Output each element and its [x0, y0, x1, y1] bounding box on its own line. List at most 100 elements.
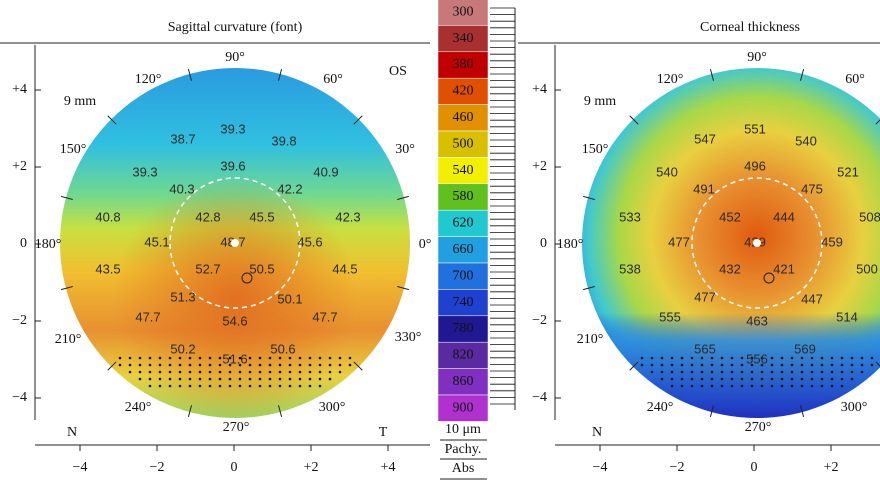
dot — [760, 356, 764, 360]
dot — [700, 363, 704, 367]
dot — [830, 356, 834, 360]
dot — [790, 377, 794, 381]
dot — [680, 384, 684, 388]
angle-label: 330° — [395, 330, 422, 345]
dot — [730, 370, 734, 374]
dot — [720, 377, 724, 381]
angle-label: 180° — [35, 237, 62, 252]
dot — [870, 363, 874, 367]
scale-label: 820 — [453, 348, 474, 363]
x-tick-label: +2 — [824, 460, 839, 475]
map-value: 514 — [836, 309, 858, 324]
dot — [158, 384, 162, 388]
dot — [670, 363, 674, 367]
dot — [810, 356, 814, 360]
dot — [830, 363, 834, 367]
dot — [308, 363, 312, 367]
dot — [680, 370, 684, 374]
dot — [138, 377, 142, 381]
dot — [178, 384, 182, 388]
dot — [770, 377, 774, 381]
dot — [238, 377, 242, 381]
dot — [258, 377, 262, 381]
map-value: 496 — [744, 158, 766, 173]
dot — [740, 384, 744, 388]
y-tick-label: +2 — [12, 159, 27, 174]
dot — [720, 356, 724, 360]
map-value: 477 — [694, 289, 716, 304]
dot — [720, 370, 724, 374]
dot — [800, 356, 804, 360]
map-value: 52.7 — [195, 261, 220, 276]
dot — [208, 377, 212, 381]
map-value: 475 — [801, 181, 823, 196]
map-value: 491 — [693, 181, 715, 196]
x-tick-label: +4 — [381, 460, 396, 475]
y-tick-label: −2 — [532, 313, 547, 328]
dot — [228, 370, 232, 374]
dot — [148, 384, 152, 388]
dot — [800, 370, 804, 374]
dot — [228, 363, 232, 367]
apex — [753, 239, 761, 247]
dot — [288, 384, 292, 388]
dot — [820, 377, 824, 381]
dot — [710, 384, 714, 388]
dot — [750, 370, 754, 374]
dot — [118, 363, 122, 367]
dot — [840, 370, 844, 374]
scale-label: 380 — [453, 57, 474, 72]
rim-tick — [277, 405, 283, 417]
rim-tick — [583, 195, 595, 201]
x-tick-label: −4 — [73, 460, 88, 475]
dot — [258, 370, 262, 374]
dot — [318, 377, 322, 381]
dot — [158, 363, 162, 367]
dot — [158, 370, 162, 374]
eye-label: OS — [389, 64, 407, 79]
dot — [318, 384, 322, 388]
dot — [760, 384, 764, 388]
dot — [188, 356, 192, 360]
y-tick-label: 0 — [20, 236, 27, 251]
map-value: 565 — [694, 341, 716, 356]
dot — [158, 356, 162, 360]
dot — [660, 356, 664, 360]
dot — [790, 370, 794, 374]
dot — [148, 370, 152, 374]
angle-label: 90° — [747, 50, 767, 65]
dot — [780, 356, 784, 360]
dot — [198, 384, 202, 388]
dot — [710, 356, 714, 360]
angle-label: 120° — [135, 72, 162, 87]
dot — [700, 377, 704, 381]
pupil-center — [763, 272, 775, 284]
dot — [168, 384, 172, 388]
map-value: 555 — [659, 309, 681, 324]
scale-label: 500 — [453, 136, 474, 151]
map-value: 45.1 — [144, 234, 169, 249]
dot — [308, 377, 312, 381]
dot — [228, 356, 232, 360]
dot — [840, 377, 844, 381]
map-value: 42.3 — [335, 209, 360, 224]
dot — [198, 370, 202, 374]
dot — [298, 384, 302, 388]
dot — [860, 356, 864, 360]
dot — [348, 356, 352, 360]
map-value: 39.8 — [271, 133, 296, 148]
dot — [288, 363, 292, 367]
dot — [198, 377, 202, 381]
apex — [231, 239, 239, 247]
angle-label: 270° — [745, 420, 772, 435]
scale-swatch — [437, 262, 489, 290]
dot — [238, 370, 242, 374]
x-tick-label: −2 — [150, 460, 165, 475]
rim-tick — [61, 285, 73, 291]
dot — [318, 363, 322, 367]
dot — [810, 384, 814, 388]
panel-title: Sagittal curvature (font) — [168, 20, 303, 35]
dot — [790, 384, 794, 388]
dot — [238, 356, 242, 360]
map-value: 459 — [821, 234, 843, 249]
